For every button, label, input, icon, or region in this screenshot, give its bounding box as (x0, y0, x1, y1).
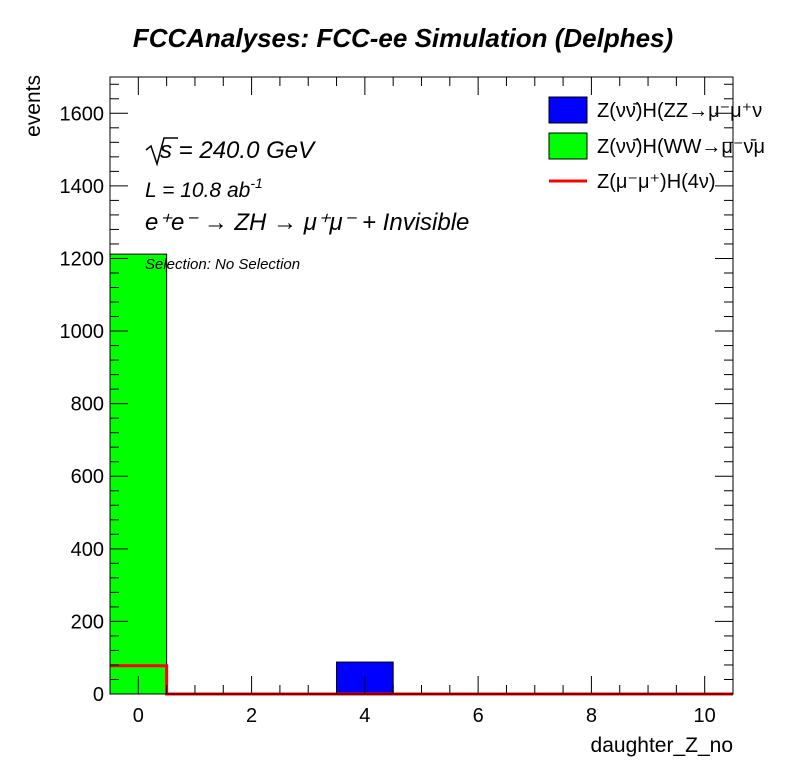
legend-label-0: Z(νν̄)H(ZZ→μ⁻μ⁺ν (597, 100, 762, 122)
y-tick-label: 1400 (60, 176, 105, 198)
plot-frame (109, 76, 734, 695)
y-tick-label: 800 (71, 394, 104, 416)
x-tick-label: 8 (586, 705, 597, 727)
x-axis-label: daughter_Z_no (591, 734, 733, 757)
y-tick-label: 1000 (60, 321, 105, 343)
legend: Z(νν̄)H(ZZ→μ⁻μ⁺ν Z(νν̄)H(WW→μ⁻ν̄μ Z(μ⁻μ⁺)H… (548, 96, 765, 193)
legend-swatch-1 (548, 132, 588, 160)
legend-label-2: Z(μ⁻μ⁺)H(4ν) (597, 171, 716, 193)
selection-annotation: Selection: No Selection (145, 256, 300, 273)
luminosity-exponent: -1 (250, 175, 262, 191)
bars-layer (109, 253, 394, 695)
x-tick-label: 4 (359, 705, 370, 727)
y-axis-label: events (22, 75, 45, 137)
y-tick-label: 200 (71, 611, 104, 633)
x-tick-label: 10 (694, 705, 716, 727)
luminosity-main: L = 10.8 ab (145, 179, 251, 202)
sqrt-symbol (145, 137, 178, 167)
x-tick-label: 6 (473, 705, 484, 727)
axis-tick-labels: 0 2 4 6 8 10 0 200 400 600 800 1000 1200 1400 1600 (60, 103, 716, 727)
legend-swatch-0 (548, 96, 588, 124)
legend-label-1: Z(νν̄)H(WW→μ⁻ν̄μ (597, 136, 765, 158)
chart-title: FCCAnalyses: FCC-ee Simulation (Delphes) (133, 23, 673, 53)
bar-series1-bin0 (109, 253, 168, 695)
sqrt-s-text: s = 240.0 GeV (160, 137, 316, 164)
y-tick-label: 600 (71, 466, 104, 488)
y-tick-label: 0 (93, 684, 104, 706)
y-tick-label: 400 (71, 539, 104, 561)
x-tick-label: 2 (246, 705, 257, 727)
luminosity-annotation: L = 10.8 ab-1 (145, 175, 263, 202)
y-tick-label: 1600 (60, 103, 105, 125)
process-annotation: e⁺e⁻ → ZH → μ⁺μ⁻ + Invisible (145, 209, 469, 236)
y-tick-label: 1200 (60, 248, 105, 270)
x-tick-label: 0 (133, 705, 144, 727)
sqrt-s-annotation: s = 240.0 GeV (145, 137, 316, 167)
axis-ticks (110, 77, 733, 695)
